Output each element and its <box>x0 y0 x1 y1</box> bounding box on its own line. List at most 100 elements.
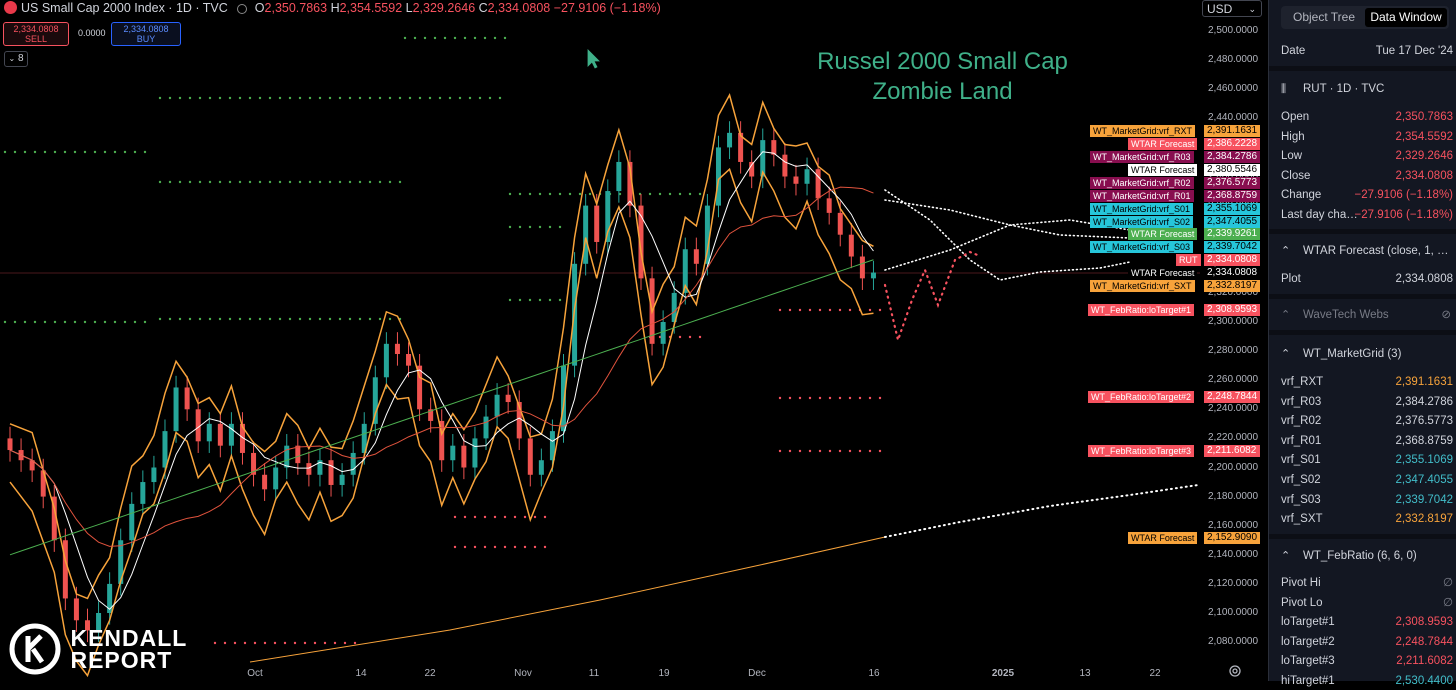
buy-button[interactable]: 2,334.0808 BUY <box>111 22 181 46</box>
grid-level-dot <box>303 641 307 645</box>
collapse-icon[interactable]: ⌃ <box>1281 348 1291 360</box>
section-rut[interactable]: ⫼ RUT · 1D · TVC <box>1281 80 1455 98</box>
grid-label: vrf_RXT <box>1281 376 1324 388</box>
candle-body <box>549 431 555 461</box>
grid-level-dot <box>868 449 872 453</box>
tab-object-tree[interactable]: Object Tree <box>1292 10 1356 24</box>
grid-level-dot <box>73 320 77 324</box>
grid-level-dot <box>493 515 497 519</box>
grid-level-dot <box>328 317 332 321</box>
indicator-count: 8 <box>17 53 24 64</box>
tab-data-window[interactable]: Data Window <box>1365 8 1447 27</box>
level-tag-value: 2,355.1069 <box>1204 203 1260 215</box>
candle-body <box>140 482 146 504</box>
hidden-eye-icon[interactable]: ⊘ <box>1441 309 1451 321</box>
sell-label: SELL <box>24 34 48 44</box>
candle-body <box>450 445 456 461</box>
grid-level-dot <box>308 96 312 100</box>
candle-body <box>760 140 766 177</box>
grid-level-dot <box>388 180 392 184</box>
feb-value: ∅ <box>1442 577 1453 589</box>
chart-annotation[interactable]: Russel 2000 Small Cap Zombie Land <box>790 47 1095 107</box>
grid-level-dot <box>513 515 517 519</box>
grid-row: vrf_S02 2,347.4055 <box>1281 471 1455 489</box>
grid-level-dot <box>228 180 232 184</box>
grid-level-dot <box>323 641 327 645</box>
grid-level-dot <box>253 641 257 645</box>
divider <box>1269 294 1456 299</box>
wtar-forecast-long <box>884 484 1199 538</box>
level-tag-value: 2,248.7844 <box>1204 391 1260 403</box>
wtar-forecast-lower <box>884 189 1131 281</box>
grid-level-dot <box>168 180 172 184</box>
symbol-title[interactable]: US Small Cap 2000 Index · 1D · TVC <box>21 1 228 15</box>
collapse-icon[interactable]: ⌃ <box>1281 550 1291 562</box>
series-title: RUT · 1D · TVC <box>1303 83 1385 95</box>
candle-body <box>848 234 854 257</box>
grid-level-dot <box>278 317 282 321</box>
candle-body <box>671 292 677 322</box>
price-tick: 2,500.0000 <box>1208 25 1259 36</box>
high-label: H <box>330 1 340 15</box>
grid-level-dot <box>168 96 172 100</box>
symbol-header: US Small Cap 2000 Index · 1D · TVC O2,35… <box>4 1 661 15</box>
collapse-icon[interactable]: ⌃ <box>1281 245 1291 257</box>
gear-icon[interactable] <box>1228 664 1242 678</box>
grid-value: 2,391.1631 <box>1395 376 1453 388</box>
ohlc-row: Open 2,350.7863 <box>1281 108 1455 126</box>
price-chart[interactable] <box>0 0 1266 681</box>
candle-body <box>162 431 168 468</box>
level-tag-value: 2,384.2786 <box>1204 151 1260 163</box>
candle-body <box>682 249 688 293</box>
ohlc-label: Open <box>1281 111 1310 123</box>
grid-level-dot <box>188 317 192 321</box>
chart-area[interactable]: US Small Cap 2000 Index · 1D · TVC O2,35… <box>0 0 1266 681</box>
grid-level-dot <box>53 320 57 324</box>
ohlc-value: 2,350.7863 <box>1395 111 1453 123</box>
grid-level-dot <box>308 180 312 184</box>
grid-level-dot <box>818 396 822 400</box>
grid-level-dot <box>538 225 542 229</box>
grid-level-dot <box>668 192 672 196</box>
grid-level-dot <box>838 308 842 312</box>
currency-select[interactable]: USD ⌄ <box>1202 0 1262 17</box>
collapse-icon[interactable]: ⌃ <box>1281 309 1291 321</box>
level-tag-label: WT_MarketGrid:vrf_S01 <box>1090 203 1194 215</box>
grid-level-dot <box>318 317 322 321</box>
grid-level-dot <box>808 308 812 312</box>
buy-price: 2,334.0808 <box>123 24 169 34</box>
grid-level-dot <box>93 320 97 324</box>
section-wtar[interactable]: ⌃ WTAR Forecast (close, 1, … <box>1281 242 1455 260</box>
grid-level-dot <box>268 180 272 184</box>
level-tag-value: 2,391.1631 <box>1204 125 1260 137</box>
grid-value: 2,347.4055 <box>1395 474 1453 486</box>
candle-body <box>605 191 611 242</box>
section-wavetech[interactable]: ⌃ WaveTech Webs ⊘ <box>1281 306 1455 324</box>
feb-value: 2,248.7844 <box>1395 635 1453 648</box>
grid-level-dot <box>503 515 507 519</box>
feb-row: Pivot Lo ∅ <box>1281 594 1455 612</box>
candle-body <box>715 147 721 206</box>
grid-level-dot <box>528 192 532 196</box>
indicators-toggle[interactable]: ⌄ 8 <box>4 51 28 67</box>
grid-level-dot <box>388 96 392 100</box>
level-tag-value: 2,376.5773 <box>1204 177 1260 189</box>
chevron-down-icon: ⌄ <box>1248 4 1256 14</box>
candle-body <box>439 420 445 461</box>
grid-label: vrf_S02 <box>1281 474 1321 486</box>
section-marketgrid[interactable]: ⌃ WT_MarketGrid (3) <box>1281 345 1455 363</box>
grid-level-dot <box>868 396 872 400</box>
grid-level-dot <box>848 308 852 312</box>
price-tick: 2,460.0000 <box>1208 83 1259 95</box>
section-febratio[interactable]: ⌃ WT_FebRatio (6, 6, 0) <box>1281 547 1455 565</box>
grid-level-dot <box>483 36 487 40</box>
grid-level-dot <box>338 180 342 184</box>
ohlc-label: Close <box>1281 169 1311 182</box>
grid-level-dot <box>23 320 27 324</box>
level-tag-value: 2,386.2228 <box>1204 138 1260 150</box>
sell-button[interactable]: 2,334.0808 SELL <box>3 22 69 46</box>
candle-body <box>372 377 378 424</box>
candle-body <box>29 460 35 471</box>
time-tick: Dec <box>748 668 766 679</box>
level-tag-value: 2,334.0808 <box>1204 267 1260 279</box>
